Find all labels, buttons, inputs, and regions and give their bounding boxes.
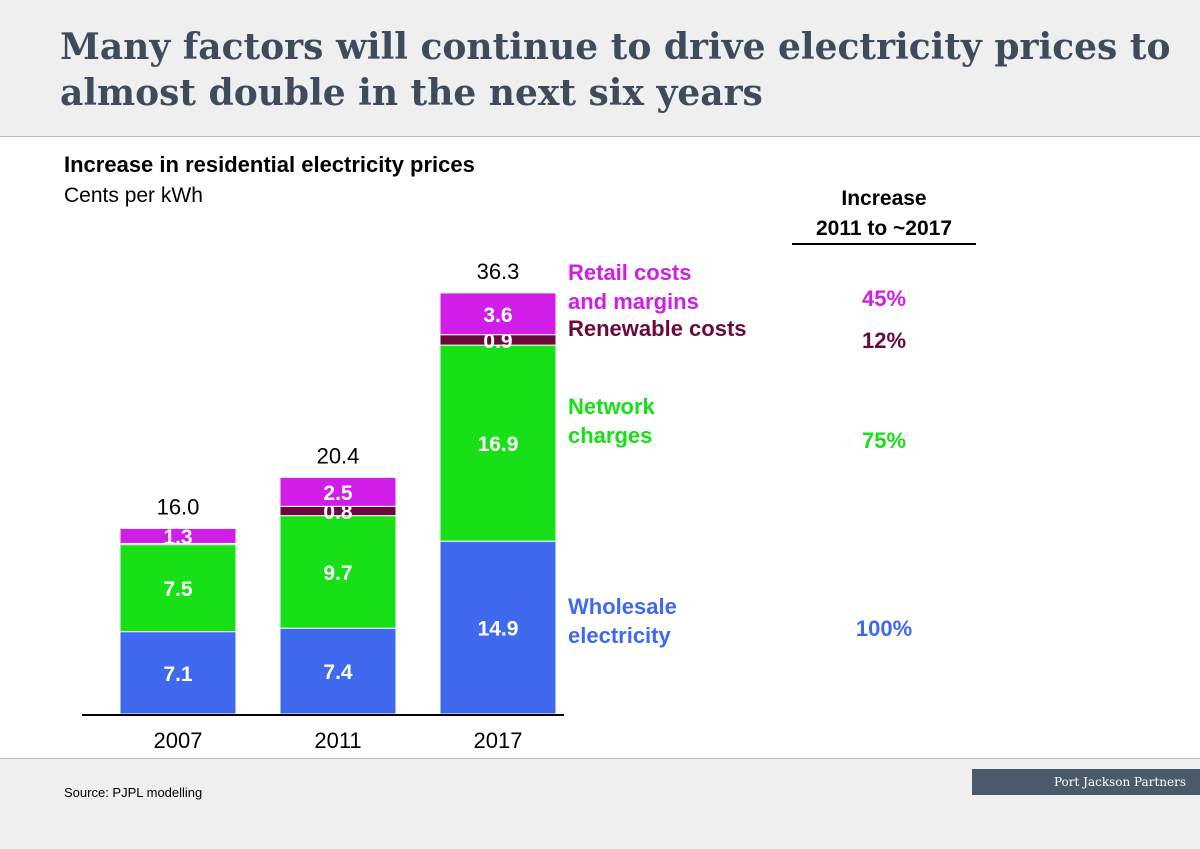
source-note: Source: PJPL modelling	[64, 785, 203, 800]
bar-segment	[119, 631, 237, 715]
bar-segment	[439, 344, 557, 542]
bar-segment	[119, 527, 237, 544]
legend-label: electricity	[568, 623, 671, 648]
stacked-bar-chart: 7.17.51.316.020077.49.70.82.520.4201114.…	[82, 259, 912, 753]
bar-total-label: 36.3	[477, 259, 520, 284]
bar-value-label: 16.9	[478, 433, 519, 456]
bar-total-label: 20.4	[317, 443, 360, 468]
increase-value: 75%	[862, 428, 906, 453]
chart-unit-label: Cents per kWh	[64, 184, 203, 207]
bar-total-label: 16.0	[157, 494, 200, 519]
page-title: Many factors will continue to drive elec…	[60, 26, 1171, 114]
bar-value-label: 7.5	[163, 578, 193, 601]
legend-label: and margins	[568, 289, 699, 314]
x-tick-label: 2017	[474, 728, 523, 753]
legend-label: Renewable costs	[568, 316, 747, 341]
bar-value-label: 0.9	[483, 330, 512, 353]
legend-label: charges	[568, 423, 652, 448]
increase-value: 12%	[862, 328, 906, 353]
increase-value: 45%	[862, 286, 906, 311]
bar-segment	[279, 476, 397, 507]
bar-value-label: 3.6	[483, 304, 512, 327]
bar-value-label: 1.3	[163, 526, 192, 549]
bar-value-label: 7.4	[323, 661, 353, 684]
increase-header-underline	[792, 243, 976, 245]
title-banner: Many factors will continue to drive elec…	[0, 0, 1200, 137]
bar-value-label: 7.1	[163, 663, 193, 686]
increase-header-line-2: 2011 to ~2017	[815, 217, 953, 240]
increase-value: 100%	[856, 616, 912, 641]
increase-header-line-1: Increase	[841, 187, 927, 210]
legend-label: Wholesale	[568, 594, 677, 619]
brand-label: Port Jackson Partners	[972, 769, 1200, 795]
chart-title: Increase in residential electricity pric…	[64, 152, 475, 177]
bar-value-label: 9.7	[323, 562, 352, 585]
bar-segment	[439, 540, 557, 715]
increase-column-header: Increase 2011 to ~2017	[792, 184, 976, 244]
legend-label: Retail costs	[568, 260, 692, 285]
bar-segment	[279, 515, 397, 629]
bar-value-label: 14.9	[478, 618, 519, 641]
bar-segment	[279, 627, 397, 715]
legend-label: Network	[568, 394, 656, 419]
x-tick-label: 2011	[314, 728, 361, 753]
footer: Source: PJPL modelling Port Jackson Part…	[0, 758, 1200, 849]
x-tick-label: 2007	[154, 728, 203, 753]
bar-value-label: 2.5	[323, 482, 353, 505]
bar-segment	[439, 292, 557, 336]
